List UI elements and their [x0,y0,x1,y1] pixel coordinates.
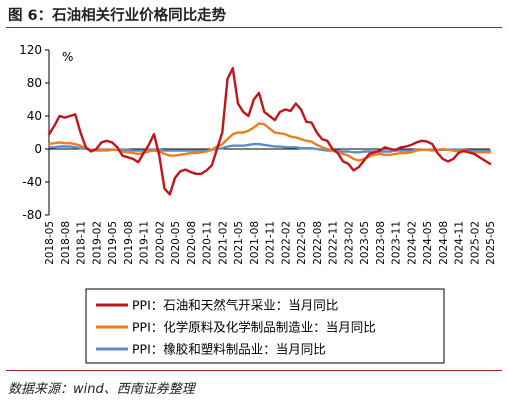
x-tick-label: 2018-08 [60,221,72,265]
x-tick-label: 2021-02 [217,221,229,265]
y-tick-label: 40 [27,109,42,123]
source-note: 数据来源：wind、西南证券整理 [8,382,195,397]
x-tick-label: 2020-08 [186,221,198,265]
x-tick-label: 2023-08 [375,221,387,265]
chart-axes [48,50,490,215]
legend-label: PPI：橡胶和塑料制品业：当月同比 [132,342,326,357]
x-tick-label: 2021-05 [233,221,245,265]
series-line [47,66,492,196]
x-tick-label: 2020-05 [170,221,182,265]
source-divider [6,370,502,371]
legend: PPI：石油和天然气开采业：当月同比 PPI：化学原料及化学制品制造业：当月同比 P… [85,288,445,364]
y-unit-label: % [62,50,73,64]
x-tick-label: 2024-08 [438,221,450,265]
x-tick-label: 2024-05 [422,221,434,265]
x-tick-labels: 2018-05 2018-08 2018-11 2019-02 2019-05 2019-… [44,221,497,265]
x-tick-label: 2022-05 [296,221,308,265]
y-tick-label: -40 [22,175,42,189]
figure-title: 图 6：石油相关行业价格同比走势 [8,8,227,24]
x-tick-label: 2023-11 [391,221,403,265]
x-tick-label: 2021-08 [249,221,261,265]
x-tick-label: 2022-11 [328,221,340,265]
x-tick-label: 2025-02 [469,221,481,265]
x-tick-label: 2022-08 [312,221,324,265]
x-tick-label: 2021-11 [265,221,277,265]
legend-label: PPI：化学原料及化学制品制造业：当月同比 [132,320,376,335]
x-tick-label: 2020-02 [154,221,166,265]
x-tick-label: 2019-02 [91,221,103,265]
x-tick-label: 2024-11 [454,221,466,265]
series-lines [47,66,492,196]
x-tick-label: 2018-11 [76,221,88,265]
y-tick-label: 120 [19,43,42,57]
y-tick-label: 80 [27,76,42,90]
y-tick-label: -80 [22,208,42,222]
x-tick-label: 2023-02 [343,221,355,265]
legend-label: PPI：石油和天然气开采业：当月同比 [132,298,338,313]
x-tick-label: 2024-02 [406,221,418,265]
x-tick-label: 2022-02 [280,221,292,265]
y-tick-labels: 120 80 40 0 -40 -80 [19,43,49,222]
x-tick-label: 2023-05 [359,221,371,265]
y-tick-label: 0 [34,142,42,156]
x-tick-label: 2025-05 [485,221,497,265]
x-tick-label: 2019-05 [107,221,119,265]
legend-box [85,288,445,364]
series-line [47,122,492,162]
x-tick-label: 2020-11 [202,221,214,265]
x-tick-label: 2018-05 [44,221,56,265]
x-tick-label: 2019-08 [123,221,135,265]
title-divider [6,27,502,28]
x-tick-label: 2019-11 [139,221,151,265]
